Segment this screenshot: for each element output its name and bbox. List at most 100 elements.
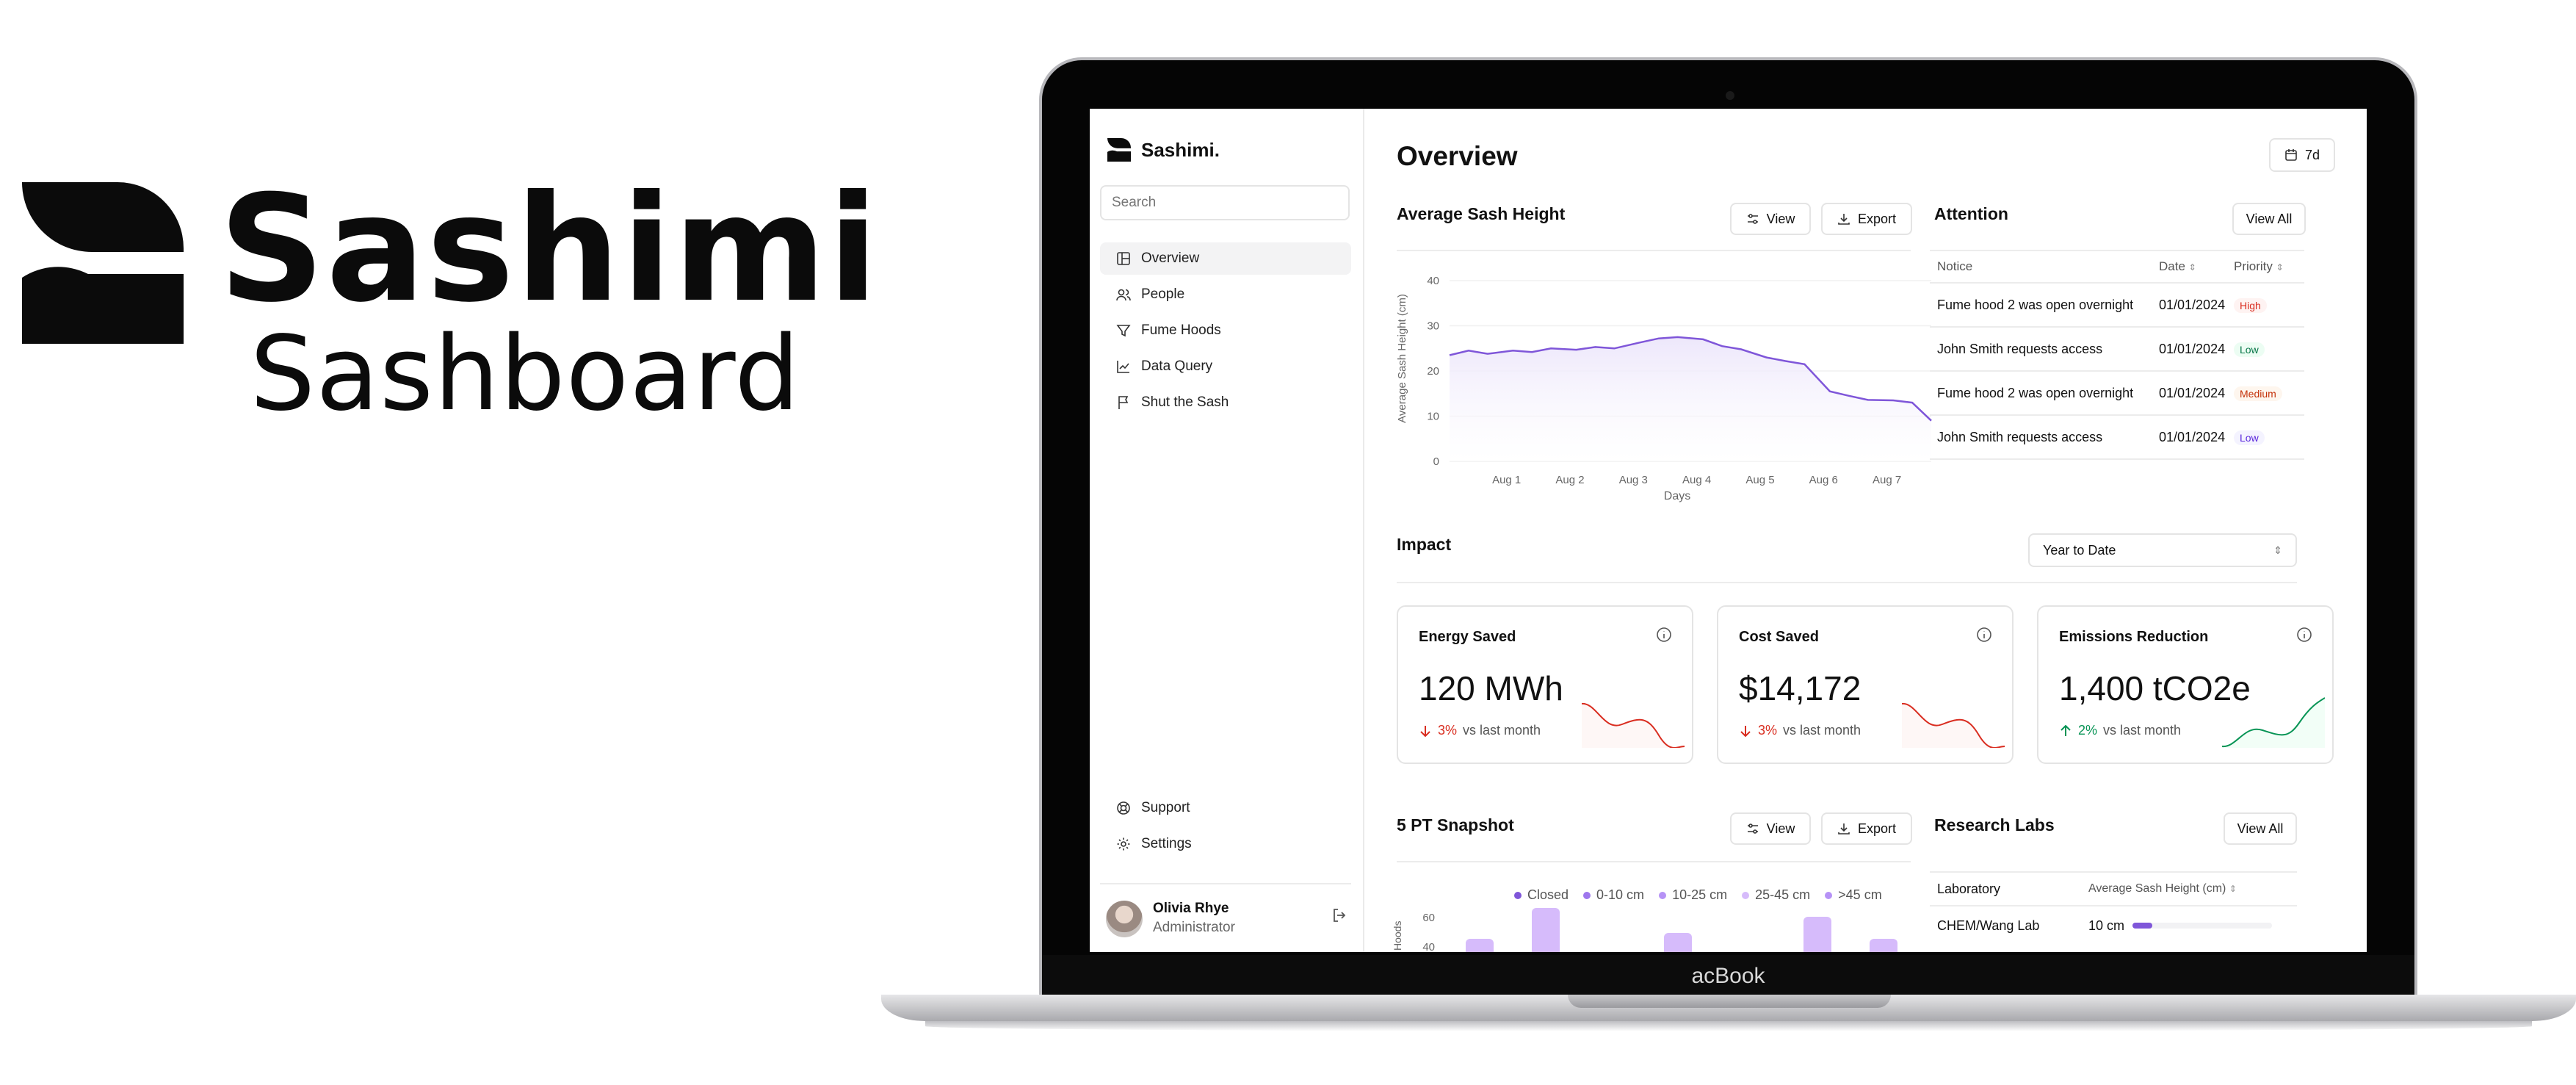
sidebar-item-label: Settings — [1141, 836, 1192, 851]
snapshot-title: 5 PT Snapshot — [1397, 815, 1514, 835]
sidebar-item-overview[interactable]: Overview — [1100, 242, 1351, 275]
card-value: 1,400 tCO2e — [2059, 669, 2251, 707]
legend-dot — [1659, 892, 1667, 899]
table-row[interactable]: CHEM/Wang Lab 10 cm — [1930, 909, 2297, 942]
table-row[interactable]: John Smith requests access 01/01/2024 Low — [1930, 328, 2304, 372]
brand-title: Sashimi — [219, 164, 880, 335]
filter-icon — [1116, 325, 1131, 337]
table-row[interactable]: Fume hood 2 was open overnight 01/01/2024… — [1930, 372, 2304, 416]
notice-text: Fume hood 2 was open overnight — [1937, 385, 2134, 400]
laptop-shadow — [925, 1021, 2532, 1031]
y-tick-label: 20 — [1427, 365, 1439, 378]
info-icon[interactable] — [2295, 626, 2313, 644]
user-profile[interactable]: Olivia Rhye Administrator — [1106, 899, 1348, 940]
arrow-down-icon — [1420, 725, 1430, 737]
legend-dot — [1583, 892, 1591, 899]
chart-view-button[interactable]: View — [1730, 203, 1811, 235]
legend-item[interactable]: Closed — [1514, 887, 1569, 903]
section-divider — [1397, 582, 2297, 583]
legend-item[interactable]: 0-10 cm — [1583, 887, 1644, 903]
chart-area — [1450, 336, 1931, 461]
search-input[interactable] — [1100, 185, 1350, 220]
laptop-notch — [1568, 995, 1891, 1008]
card-title: Cost Saved — [1739, 629, 1819, 645]
download-icon — [1838, 214, 1850, 225]
legend-label: >45 cm — [1838, 887, 1882, 902]
priority-badge: Low — [2234, 430, 2265, 445]
labs-view-all-button[interactable]: View All — [2224, 812, 2297, 845]
x-tick-label: Aug 6 — [1809, 474, 1838, 486]
progress-fill — [2132, 923, 2152, 929]
metric-card[interactable]: Cost Saved $14,172 3% vs last month — [1717, 605, 2014, 764]
bar — [1870, 939, 1897, 952]
y-tick-label: 60 — [1422, 912, 1435, 924]
card-title: Energy Saved — [1419, 629, 1516, 645]
delta-text: vs last month — [1463, 723, 1541, 738]
sidebar-item-label: Overview — [1141, 250, 1200, 266]
bar — [1532, 908, 1560, 952]
table-header: Notice Date ⇕ Priority ⇕ — [1930, 250, 2304, 284]
logout-icon[interactable] — [1331, 906, 1348, 924]
attention-view-all-button[interactable]: View All — [2232, 203, 2306, 235]
sidebar-item-settings[interactable]: Settings — [1100, 828, 1351, 860]
column-header-priority[interactable]: Priority ⇕ — [2234, 259, 2284, 273]
card-value: $14,172 — [1739, 669, 1862, 707]
sort-icon: ⇕ — [2276, 262, 2284, 273]
sash-height-line-chart: 0 10 20 30 40 Aug 1 Aug 2 Aug 3 Aug 4 Aug 5 Aug 6… — [1396, 275, 1932, 502]
x-axis-label: Days — [1664, 490, 1690, 502]
column-header-date[interactable]: Date ⇕ — [2159, 259, 2196, 273]
legend-item[interactable]: 25-45 cm — [1742, 887, 1810, 903]
chart-export-button[interactable]: Export — [1821, 203, 1912, 235]
sidebar-item-label: Fume Hoods — [1141, 322, 1221, 338]
sidebar-item-people[interactable]: People — [1100, 278, 1351, 311]
column-header-laboratory[interactable]: Laboratory — [1937, 881, 2001, 896]
table-row[interactable]: John Smith requests access 01/01/2024 Low — [1930, 416, 2304, 460]
legend-item[interactable]: >45 cm — [1825, 887, 1882, 903]
column-header-average-sash-height[interactable]: Average Sash Height (cm) ⇕ — [2088, 882, 2237, 895]
table-row[interactable]: Fume hood 2 was open overnight 01/01/2024… — [1930, 284, 2304, 328]
attention-title: Attention — [1934, 204, 2008, 223]
notice-date: 01/01/2024 — [2159, 429, 2226, 444]
sidebar-item-shut-the-sash[interactable]: Shut the Sash — [1100, 386, 1351, 419]
avatar[interactable] — [1106, 901, 1143, 937]
snapshot-export-button[interactable]: Export — [1821, 812, 1912, 845]
sort-icon: ⇕ — [2229, 884, 2237, 894]
date-range-button[interactable]: 7d — [2269, 138, 2335, 172]
impact-period-select[interactable]: Year to Date ⇕ — [2028, 533, 2297, 567]
column-header-notice[interactable]: Notice — [1937, 259, 1973, 273]
sash-chart-title: Average Sash Height — [1397, 204, 1566, 223]
section-divider — [1397, 250, 1911, 251]
metric-card[interactable]: Emissions Reduction 1,400 tCO2e 2% vs last … — [2037, 605, 2334, 764]
sidebar-item-data-query[interactable]: Data Query — [1100, 350, 1351, 383]
sidebar-item-support[interactable]: Support — [1100, 792, 1351, 824]
metric-card[interactable]: Energy Saved 120 MWh 3% vs last month — [1397, 605, 1693, 764]
x-tick-label: Aug 2 — [1555, 474, 1584, 486]
notice-text: John Smith requests access — [1937, 429, 2103, 444]
lab-name: CHEM/Wang Lab — [1937, 918, 2040, 933]
snapshot-view-button[interactable]: View — [1730, 812, 1811, 845]
sidebar-nav: Overview People Fume Hoods Data Query Sh… — [1100, 242, 1351, 422]
info-icon[interactable] — [1975, 626, 1993, 644]
arrow-up-icon — [2061, 724, 2071, 736]
brand-block: Sashimi Sashboard — [22, 176, 878, 433]
chevron-up-down-icon: ⇕ — [2273, 544, 2282, 556]
x-tick-label: Aug 1 — [1492, 474, 1521, 486]
priority-badge: Medium — [2234, 386, 2282, 401]
card-title: Emissions Reduction — [2059, 629, 2209, 645]
lab-value: 10 cm — [2088, 918, 2125, 933]
legend-item[interactable]: 10-25 cm — [1659, 887, 1727, 903]
app-logo[interactable]: Sashimi. — [1107, 138, 1220, 162]
labs-title: Research Labs — [1934, 815, 2055, 835]
info-icon[interactable] — [1655, 626, 1673, 644]
sidebar-item-label: Shut the Sash — [1141, 394, 1229, 410]
impact-title: Impact — [1397, 535, 1452, 554]
legend-label: 10-25 cm — [1672, 887, 1728, 902]
legend-label: 25-45 cm — [1755, 887, 1811, 902]
chart-line-icon — [1117, 361, 1129, 373]
sidebar-item-label: Support — [1141, 800, 1190, 815]
delta-value: 2% — [2078, 723, 2098, 738]
priority-badge: High — [2234, 298, 2267, 313]
sparkline — [1902, 702, 2005, 748]
sidebar-item-fume-hoods[interactable]: Fume Hoods — [1100, 314, 1351, 347]
sidebar: Sashimi. Overview People Fume Hoods Data… — [1090, 109, 1364, 952]
